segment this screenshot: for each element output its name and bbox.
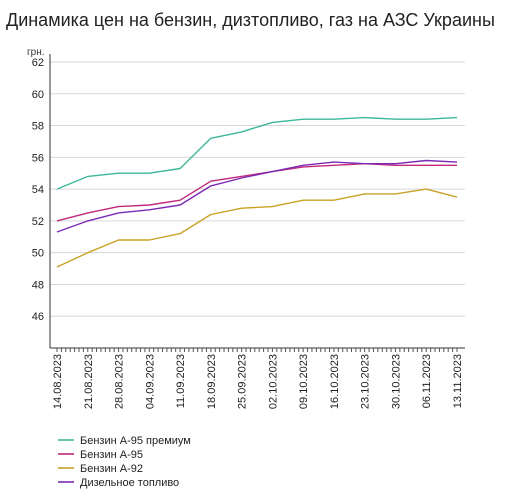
legend-entry-label: Бензин А-92 [80,463,143,475]
y-tick-label: 52 [32,216,44,228]
legend-entry-label: Дизельное топливо [80,477,179,489]
x-tick-label: 16.10.2023 [329,354,341,409]
x-tick-label: 28.08.2023 [114,354,126,409]
x-tick-label: 18.09.2023 [206,354,218,409]
series-line-2 [56,188,458,268]
x-tick-label: 23.10.2023 [360,354,372,409]
legend-entry-label: Бензин А-95 [80,449,143,461]
y-tick-label: 62 [32,57,44,69]
y-tick-label: 48 [32,279,44,291]
y-tick-label: 54 [32,184,44,196]
x-tick-label: 14.08.2023 [52,354,64,409]
series-line-3 [56,159,458,233]
x-tick-label: 25.09.2023 [237,354,249,409]
legend: Бензин А-95 премиум Бензин А-95 Бензин А-9… [58,435,191,489]
x-tick-label: 04.09.2023 [144,354,156,409]
x-tick-label: 02.10.2023 [267,354,279,409]
legend-entry-label: Бензин А-95 премиум [80,435,191,447]
series-line-1 [56,163,457,222]
x-tick-label: 11.09.2023 [175,354,187,408]
grid [50,61,465,317]
x-tick-label: 13.11.2023 [452,354,464,408]
x-tick-label: 09.10.2023 [298,354,310,409]
y-axis-unit: грн. [27,47,45,58]
x-tick-label: 30.10.2023 [390,354,402,409]
chart-title: Динамика цен на бензин, дизтопливо, газ … [6,10,495,30]
y-tick-label: 56 [32,152,44,164]
series-line-0 [56,116,458,190]
y-tick-label: 50 [32,248,44,260]
axes: 46 48 50 52 54 56 58 60 62 14.08.2023 21.08.2023 28… [32,54,465,409]
x-tick-label: 06.11.2023 [421,354,433,408]
x-tick-label: 21.08.2023 [83,354,95,409]
y-tick-label: 58 [32,121,44,133]
y-tick-label: 60 [32,89,44,101]
y-tick-label: 46 [32,311,44,323]
series-lines [56,116,458,268]
